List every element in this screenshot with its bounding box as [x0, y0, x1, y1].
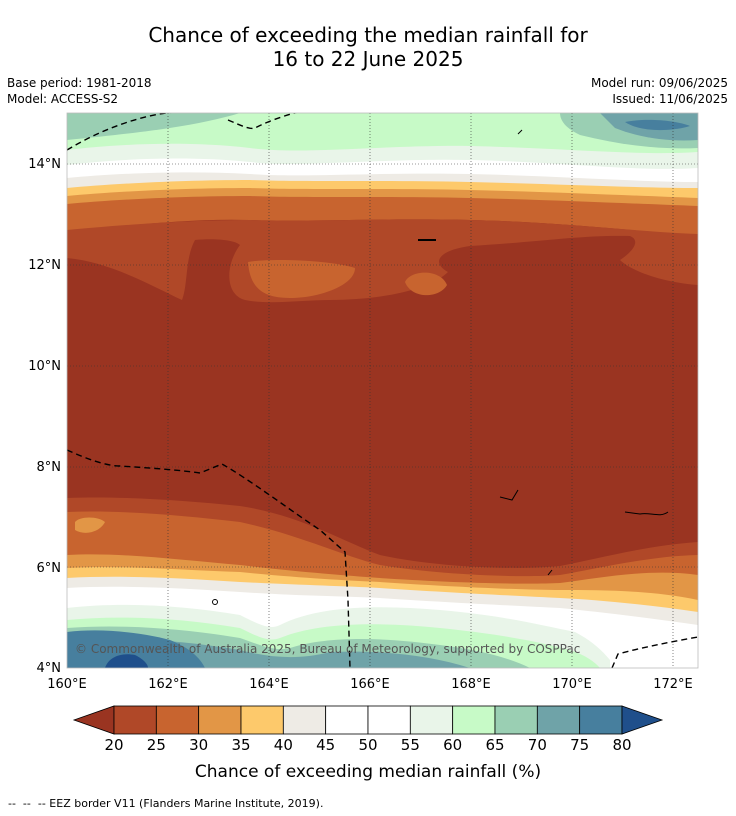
- meta-right: Model run: 09/06/2025 Issued: 11/06/2025: [591, 75, 728, 107]
- colorbar-bin-40-45: [282, 705, 327, 735]
- band-n-25-30-pocket: [248, 260, 355, 298]
- lon-label: 164°E: [249, 677, 289, 692]
- colorbar-tick: 20: [104, 736, 124, 754]
- band-n-25-30-pocket-2: [405, 272, 447, 296]
- colorbar-tick: 45: [316, 736, 336, 754]
- colorbar-tick: 35: [231, 736, 251, 754]
- eez-footnote: -- -- -- EEZ border V11 (Flanders Marine…: [8, 797, 324, 810]
- colorbar-extend-high: [621, 705, 664, 735]
- colorbar-tick: 30: [189, 736, 209, 754]
- colorbar-tick: 65: [485, 736, 505, 754]
- band-n-25-30: [67, 196, 698, 235]
- map-field: [67, 113, 698, 668]
- rainfall-map: © Commonwealth of Australia 2025, Bureau…: [28, 112, 699, 735]
- eez-border-marshall: [67, 449, 351, 668]
- colorbar-bin-45-50: [325, 705, 369, 735]
- meta-left: Base period: 1981-2018 Model: ACCESS-S2: [7, 75, 152, 107]
- islands: [212, 129, 669, 605]
- colorbar-tick: 50: [358, 736, 378, 754]
- colorbar-extend-low: [72, 705, 115, 735]
- island-4: [547, 569, 553, 576]
- lat-label: 6°N: [37, 561, 62, 576]
- graticule: [67, 113, 698, 668]
- colorbar-tick: 60: [443, 736, 463, 754]
- colorbar-bin-70-75: [536, 705, 581, 735]
- lat-label: 10°N: [28, 359, 61, 374]
- island-2: [499, 489, 519, 501]
- issued-date: Issued: 11/06/2025: [612, 92, 728, 106]
- colorbar-bin-50-55: [367, 705, 411, 735]
- colorbar-bin-65-70: [494, 705, 538, 735]
- map-credit: © Commonwealth of Australia 2025, Bureau…: [75, 642, 580, 656]
- colorbar-bin-25-30: [155, 705, 200, 735]
- band-n-75-80-east: [625, 119, 690, 131]
- colorbar-label: Chance of exceeding median rainfall (%): [194, 762, 542, 782]
- island-6: [212, 599, 218, 605]
- band-n-20-25: [67, 219, 698, 303]
- lon-label: 168°E: [451, 677, 491, 692]
- lon-label: 166°E: [350, 677, 390, 692]
- colorbar-bin-55-60: [409, 705, 454, 735]
- chart-title-line-2: 16 to 22 June 2025: [272, 47, 464, 71]
- colorbar-tick: 80: [612, 736, 632, 754]
- model-run: Model run: 09/06/2025: [590, 76, 728, 90]
- island-5: [517, 129, 523, 135]
- colorbar-tick: 75: [570, 736, 590, 754]
- model-name: Model: ACCESS-S2: [7, 92, 119, 106]
- lon-label: 160°E: [47, 677, 87, 692]
- band-s-25-30-pocket: [75, 517, 105, 533]
- map-frame: [66, 112, 699, 669]
- island-3: [624, 511, 669, 516]
- lon-label: 162°E: [148, 677, 188, 692]
- colorbar-bin-75-80: [579, 705, 623, 735]
- latitude-labels: 4°N 6°N 8°N 10°N 12°N 14°N: [28, 157, 61, 676]
- colorbar-bin-30-35: [198, 705, 242, 735]
- lat-label: 4°N: [37, 661, 62, 676]
- colorbar-tick: 55: [400, 736, 420, 754]
- lon-label: 172°E: [653, 677, 693, 692]
- colorbar-ticks: 20 25 30 35 40 45 50 55 60 65 70 75 80: [0, 736, 736, 756]
- colorbar-bin-20-25: [113, 705, 157, 735]
- colorbar: [72, 705, 664, 735]
- colorbar-tick: 25: [146, 736, 166, 754]
- longitude-labels: 160°E 162°E 164°E 166°E 168°E 170°E 172°…: [47, 677, 693, 692]
- lon-label: 170°E: [552, 677, 592, 692]
- band-s-75-80: [67, 630, 205, 668]
- colorbar-tick: 70: [527, 736, 547, 754]
- colorbar-bin-60-65: [452, 705, 496, 735]
- lat-label: 14°N: [28, 157, 61, 172]
- band-n-65-70: [67, 113, 240, 140]
- chart-title-line-1: Chance of exceeding the median rainfall …: [148, 23, 588, 47]
- colorbar-bin-35-40: [240, 705, 284, 735]
- colorbar-tick: 40: [273, 736, 293, 754]
- lat-label: 12°N: [28, 258, 61, 273]
- base-period: Base period: 1981-2018: [7, 76, 152, 90]
- lat-label: 8°N: [37, 460, 62, 475]
- band-s-above-80: [105, 654, 148, 668]
